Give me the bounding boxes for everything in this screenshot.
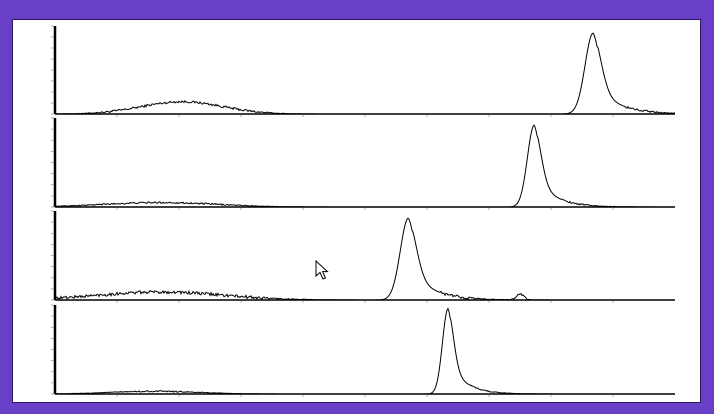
trace-panel-3 (51, 210, 675, 303)
mouse-pointer-icon (315, 259, 333, 286)
chromatogram-trace-4 (55, 307, 675, 395)
chromatogram-trace-3 (54, 217, 675, 301)
chromatogram-stack (51, 25, 676, 397)
trace-panel-2 (51, 117, 675, 210)
trace-panel-4 (51, 304, 675, 397)
chromatogram-trace-1 (55, 32, 676, 115)
chromatogram-trace-2 (54, 124, 675, 208)
trace-panel-1 (51, 25, 676, 117)
chromatogram-panel (12, 19, 701, 403)
